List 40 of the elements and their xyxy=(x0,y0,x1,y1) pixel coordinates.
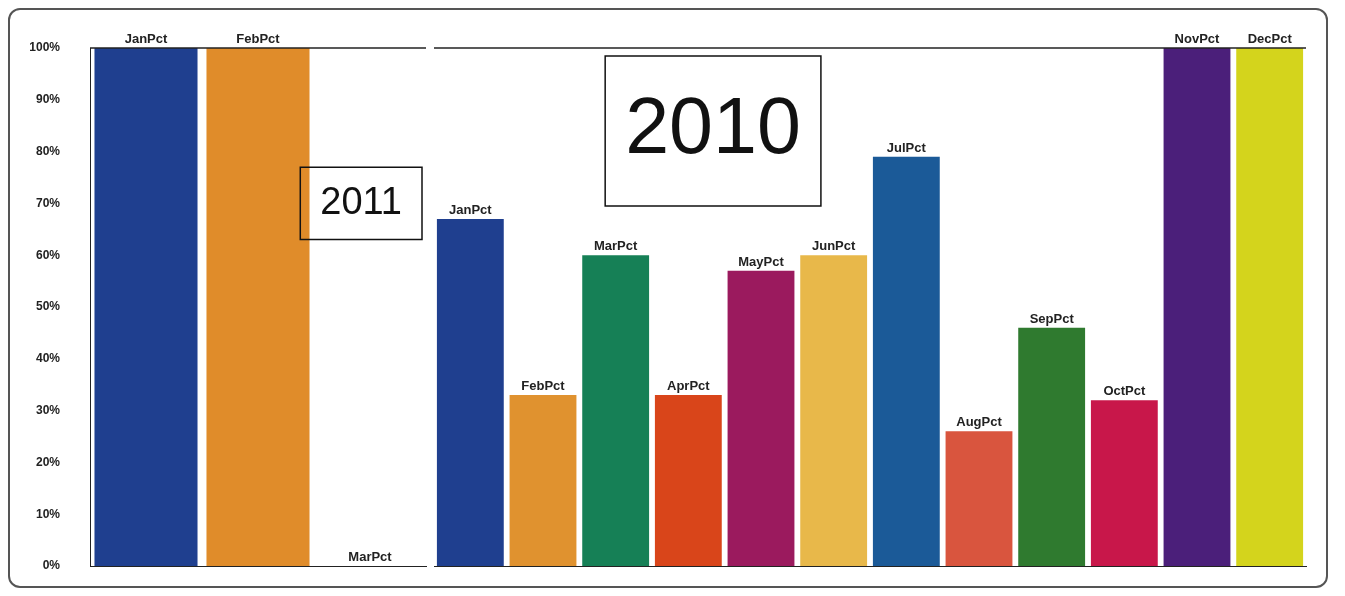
x-tick-label: SepPct xyxy=(1029,310,1075,326)
x-tick-label: FebPct xyxy=(236,31,281,47)
bar xyxy=(1163,48,1231,566)
x-tick-label: JanPct xyxy=(124,31,168,47)
y-tick-label: 0% xyxy=(42,558,61,573)
y-tick-label: 10% xyxy=(35,506,61,521)
bar xyxy=(436,218,504,566)
bar xyxy=(1018,327,1086,566)
bar xyxy=(800,255,868,566)
annotation: 2010 xyxy=(625,80,801,170)
x-tick-label: AugPct xyxy=(956,414,1003,430)
bar xyxy=(582,255,650,566)
x-tick-label: FebPct xyxy=(521,378,566,394)
bar xyxy=(727,270,795,566)
y-tick-label: 50% xyxy=(35,299,61,314)
y-tick-label: 20% xyxy=(35,454,61,469)
y-tick-label: 40% xyxy=(35,351,61,366)
bar xyxy=(509,395,577,566)
y-tick-label: 30% xyxy=(35,402,61,417)
x-tick-label: JanPct xyxy=(449,202,493,218)
bar xyxy=(945,431,1013,566)
x-tick-label: JunPct xyxy=(811,238,857,254)
y-tick-label: 100% xyxy=(29,40,61,55)
y-tick-label: 60% xyxy=(35,247,61,262)
bar xyxy=(1236,48,1304,566)
y-tick-label: 70% xyxy=(35,195,61,210)
x-tick-label: NovPct xyxy=(1174,31,1221,47)
annotation: 2011 xyxy=(320,179,402,222)
bar xyxy=(872,156,940,566)
x-tick-label: AprPct xyxy=(667,378,711,394)
y-tick-label: 90% xyxy=(35,92,61,107)
x-tick-label: MarPct xyxy=(348,549,393,565)
y-tick-label: 80% xyxy=(35,143,61,158)
x-tick-label: MayPct xyxy=(738,253,785,269)
x-tick-label: OctPct xyxy=(1103,383,1146,399)
x-tick-label: MarPct xyxy=(593,238,639,254)
x-tick-label: JulPct xyxy=(886,139,927,155)
x-tick-label: DecPct xyxy=(1247,31,1293,47)
bar xyxy=(1090,400,1158,566)
bar xyxy=(654,395,722,566)
